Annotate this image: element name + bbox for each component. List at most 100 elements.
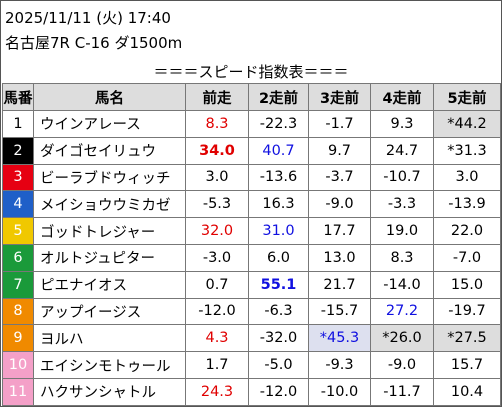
speed-index: 1.7 <box>185 351 249 379</box>
speed-index: 22.0 <box>433 217 501 245</box>
horse-name: ピエナイオス <box>33 270 186 299</box>
horse-number: 1 <box>2 110 34 138</box>
speed-index: *44.2 <box>433 110 501 138</box>
horse-name: ビーラブドウィッチ <box>33 163 186 192</box>
horse-name: エイシンモトゥール <box>33 351 186 379</box>
header-row: 馬番 馬名 前走 2走前 3走前 4走前 5走前 <box>2 83 501 111</box>
speed-index: *45.3 <box>308 324 371 353</box>
speed-index: -3.7 <box>308 163 371 192</box>
horse-row: 11 ハクサンシャトル 24.3 -12.0 -10.0 -11.7 10.4 <box>2 377 501 406</box>
speed-index: *27.5 <box>433 324 501 353</box>
subtitle: ＝＝＝スピード指数表＝＝＝ <box>153 63 349 81</box>
speed-index: -10.0 <box>308 377 371 406</box>
horse-row: 1 ウインアレース 8.3 -22.3 -1.7 9.3 *44.2 <box>2 110 501 138</box>
speed-index: -13.9 <box>433 190 501 219</box>
speed-index: -9.3 <box>308 351 371 379</box>
speed-index: 34.0 <box>185 136 249 165</box>
speed-index: 16.3 <box>248 190 309 219</box>
speed-index: -1.7 <box>308 110 371 138</box>
horse-row: 6 オルトジュピター -3.0 6.0 13.0 8.3 -7.0 <box>2 243 501 272</box>
speed-table: 馬番 馬名 前走 2走前 3走前 4走前 5走前 1 ウインアレース 8.3 -22.3 -1.7 9… <box>2 83 501 406</box>
speed-index: 15.7 <box>433 351 501 379</box>
horse-row: 5 ゴッドトレジャー 32.0 31.0 17.7 19.0 22.0 <box>2 217 501 245</box>
speed-index: 9.7 <box>308 136 371 165</box>
column-header: 前走 <box>185 83 249 111</box>
speed-index: 19.0 <box>370 217 434 245</box>
speed-index: -5.3 <box>185 190 249 219</box>
speed-index: -15.7 <box>308 297 371 326</box>
speed-index: *31.3 <box>433 136 501 165</box>
horse-number: 9 <box>2 324 34 353</box>
speed-index: -22.3 <box>248 110 309 138</box>
column-header: 馬番 <box>2 83 34 111</box>
horse-name: ヨルハ <box>33 324 186 353</box>
speed-index: 8.3 <box>185 110 249 138</box>
horse-name: ハクサンシャトル <box>33 377 186 406</box>
speed-index: 24.7 <box>370 136 434 165</box>
speed-index: -10.7 <box>370 163 434 192</box>
speed-index: 3.0 <box>433 163 501 192</box>
speed-index: -7.0 <box>433 243 501 272</box>
speed-index: -5.0 <box>248 351 309 379</box>
horse-number: 7 <box>2 270 34 299</box>
horse-number: 3 <box>2 163 34 192</box>
column-header: 4走前 <box>370 83 434 111</box>
horse-name: アップイージス <box>33 297 186 326</box>
horse-number: 4 <box>2 190 34 219</box>
horse-name: ウインアレース <box>33 110 186 138</box>
column-header: 5走前 <box>433 83 501 111</box>
horse-row: 10 エイシンモトゥール 1.7 -5.0 -9.3 -9.0 15.7 <box>2 351 501 379</box>
speed-index: 3.0 <box>185 163 249 192</box>
speed-index: 0.7 <box>185 270 249 299</box>
speed-index: 9.3 <box>370 110 434 138</box>
speed-index: -11.7 <box>370 377 434 406</box>
horse-number: 8 <box>2 297 34 326</box>
speed-index: 17.7 <box>308 217 371 245</box>
speed-index: -6.3 <box>248 297 309 326</box>
speed-index: -32.0 <box>248 324 309 353</box>
horse-name: ダイゴセイリュウ <box>33 136 186 165</box>
horse-row: 2 ダイゴセイリュウ 34.0 40.7 9.7 24.7 *31.3 <box>2 136 501 165</box>
horse-name: オルトジュピター <box>33 243 186 272</box>
speed-index: 55.1 <box>248 270 309 299</box>
speed-index: 21.7 <box>308 270 371 299</box>
speed-index: -9.0 <box>308 190 371 219</box>
speed-index: 24.3 <box>185 377 249 406</box>
column-header: 3走前 <box>308 83 371 111</box>
horse-name: メイショウウミカゼ <box>33 190 186 219</box>
speed-index: -13.6 <box>248 163 309 192</box>
horse-row: 4 メイショウウミカゼ -5.3 16.3 -9.0 -3.3 -13.9 <box>2 190 501 219</box>
speed-index: 4.3 <box>185 324 249 353</box>
column-header: 馬名 <box>33 83 186 111</box>
speed-index: 8.3 <box>370 243 434 272</box>
speed-index: -3.0 <box>185 243 249 272</box>
race-info: 名古屋7R C-16 ダ1500m <box>5 34 183 52</box>
speed-index: 6.0 <box>248 243 309 272</box>
speed-index: -9.0 <box>370 351 434 379</box>
speed-index: 10.4 <box>433 377 501 406</box>
speed-index: -12.0 <box>185 297 249 326</box>
horse-number: 10 <box>2 351 34 379</box>
horse-row: 7 ピエナイオス 0.7 55.1 21.7 -14.0 15.0 <box>2 270 501 299</box>
speed-index: -12.0 <box>248 377 309 406</box>
horse-row: 3 ビーラブドウィッチ 3.0 -13.6 -3.7 -10.7 3.0 <box>2 163 501 192</box>
speed-index: 13.0 <box>308 243 371 272</box>
speed-index: -19.7 <box>433 297 501 326</box>
speed-index: -3.3 <box>370 190 434 219</box>
speed-index: 15.0 <box>433 270 501 299</box>
horse-row: 8 アップイージス -12.0 -6.3 -15.7 27.2 -19.7 <box>2 297 501 326</box>
horse-row: 9 ヨルハ 4.3 -32.0 *45.3 *26.0 *27.5 <box>2 324 501 353</box>
horse-number: 2 <box>2 136 34 165</box>
speed-index: 40.7 <box>248 136 309 165</box>
horse-number: 6 <box>2 243 34 272</box>
datetime: 2025/11/11 (火) 17:40 <box>5 9 171 27</box>
speed-index: 31.0 <box>248 217 309 245</box>
speed-index: 27.2 <box>370 297 434 326</box>
horse-number: 11 <box>2 377 34 406</box>
column-header: 2走前 <box>248 83 309 111</box>
speed-index: *26.0 <box>370 324 434 353</box>
horse-name: ゴッドトレジャー <box>33 217 186 245</box>
speed-index: 32.0 <box>185 217 249 245</box>
horse-number: 5 <box>2 217 34 245</box>
